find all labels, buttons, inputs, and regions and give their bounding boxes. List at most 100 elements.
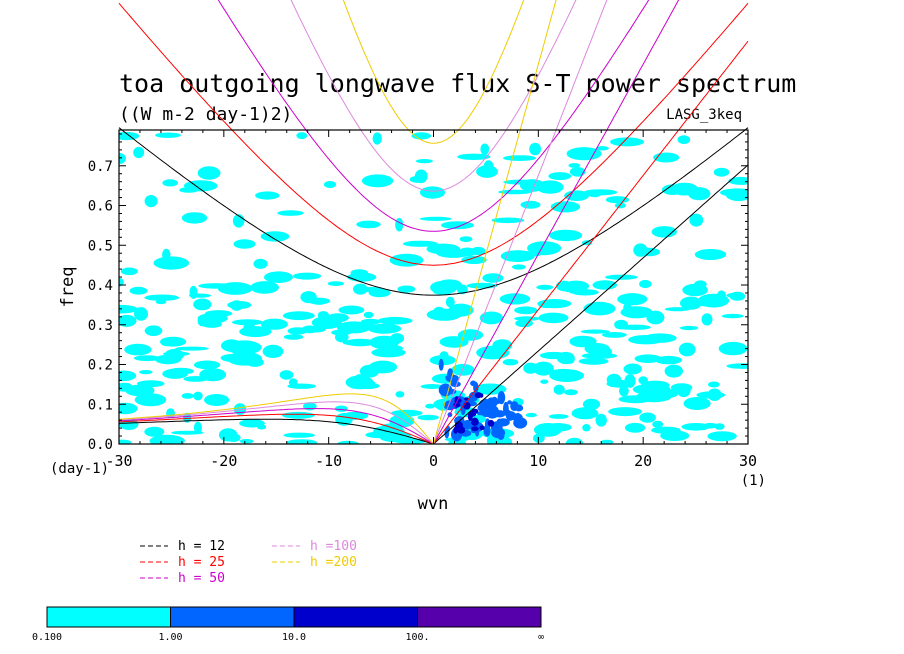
contour-blob-low: [414, 169, 428, 184]
dispersion-curve: [119, 408, 434, 444]
y-tick-label: 0.3: [88, 318, 113, 334]
y-tick-label: 0.1: [88, 397, 113, 413]
contour-blob-low: [483, 160, 494, 175]
contour-blob-low: [512, 264, 526, 270]
contour-blob-low: [283, 432, 316, 438]
contour-blob-low: [571, 407, 599, 420]
dispersion-curve: [119, 418, 434, 444]
x-tick-label: -10: [315, 452, 342, 470]
contour-blob-low: [681, 423, 711, 431]
contour-blob-low: [119, 318, 131, 326]
contour-blob-low: [533, 423, 562, 437]
contour-blob-low: [264, 271, 293, 284]
contour-blob-mid: [462, 419, 473, 430]
contour-blob-low: [682, 283, 708, 297]
contour-blob-low: [350, 269, 368, 277]
contour-blob-low: [199, 368, 227, 382]
contour-blob-mid: [514, 404, 524, 412]
contour-blob-high: [469, 410, 477, 417]
contour-blob-low: [726, 293, 741, 298]
contour-blob-low: [193, 360, 221, 370]
contour-blob-low: [281, 411, 315, 419]
contour-blob-low: [614, 202, 626, 209]
dispersion-curve: [119, 413, 434, 444]
contour-blob-low: [363, 311, 374, 319]
contour-blob-low: [119, 439, 132, 444]
contour-blob-low: [502, 359, 519, 366]
contour-blob-low: [725, 188, 748, 202]
colorbar-level-label: 10.0: [282, 632, 306, 643]
contour-blob-low: [193, 298, 212, 311]
x-tick-label: -30: [105, 452, 132, 470]
contour-blob-mid: [438, 358, 444, 371]
contour-blob-low: [619, 385, 629, 397]
contour-blob-low: [717, 290, 726, 301]
colorbar: 0.100 1.00 10.0 100. ∞: [32, 606, 544, 643]
contour-blob-low: [636, 391, 672, 403]
y-tick-label: 0.2: [88, 358, 113, 374]
contour-blob-low: [459, 236, 473, 243]
contour-blob-mid: [479, 399, 489, 411]
contour-blob-low: [677, 135, 691, 145]
contour-blob-low: [369, 335, 400, 350]
contour-blob-low: [233, 239, 256, 249]
contour-blob-low: [624, 422, 646, 433]
contour-blob-low: [664, 307, 691, 312]
contour-blob-low: [480, 143, 490, 155]
contour-blob-low: [133, 355, 161, 362]
contour-blob-low: [525, 412, 537, 418]
contour-blob-low: [250, 281, 279, 294]
contour-blob-low: [476, 345, 510, 360]
contour-blob-low: [337, 440, 359, 444]
contour-blob-low: [353, 324, 383, 330]
contour-blob-low: [713, 167, 730, 177]
dispersion-curve: [119, 401, 434, 444]
contour-blob-low: [540, 379, 549, 384]
contour-blob-low: [703, 422, 718, 429]
contour-blob-mid: [450, 381, 461, 388]
contour-blob-low: [193, 391, 203, 401]
contour-blob-low: [239, 439, 254, 444]
dispersion-curve: [217, 0, 650, 232]
contour-blob-low: [445, 296, 455, 308]
contour-blob-low: [255, 191, 280, 200]
contour-blob-low: [119, 304, 138, 314]
dispersion-curve: [433, 0, 680, 445]
contour-blob-low: [639, 412, 656, 423]
contour-blob-low: [602, 332, 627, 338]
contour-blob-low: [587, 190, 602, 198]
contour-blob-low: [345, 375, 374, 390]
contour-blob-low: [660, 430, 690, 442]
dispersion-curve: [433, 0, 557, 445]
contour-blob-low: [634, 354, 662, 364]
contour-blob-low: [411, 132, 432, 140]
contour-blob-low: [193, 421, 202, 434]
contour-blob-low: [595, 413, 607, 427]
contour-blob-low: [533, 433, 545, 444]
contour-blob-mid: [513, 417, 528, 429]
contour-blob-low: [155, 132, 181, 138]
contour-blob-low: [144, 426, 165, 437]
legend-label: h =200: [310, 555, 357, 570]
contour-blob-low: [253, 258, 268, 269]
contour-blob-low: [395, 391, 405, 398]
dispersion-curve: [433, 0, 608, 445]
contour-blob-low: [153, 256, 190, 270]
contour-blob-low: [538, 312, 569, 324]
contour-blob-low: [279, 370, 294, 380]
contour-blob-low: [679, 325, 699, 331]
contour-blob-low: [503, 179, 539, 185]
x-tick-label: 0: [429, 452, 438, 470]
contour-blob-low: [134, 393, 167, 407]
contour-blob-low: [402, 240, 439, 247]
contour-blob-low: [331, 329, 352, 336]
contour-blob-low: [721, 313, 744, 319]
contour-blob-low: [162, 368, 188, 379]
contour-blob-low: [171, 430, 204, 435]
contour-blob-low: [239, 326, 272, 338]
contour-blob-low: [344, 338, 376, 347]
contour-blob-low: [188, 293, 211, 298]
contour-blob-low: [160, 337, 174, 347]
contour-blob-high: [479, 425, 485, 431]
contour-blob-low: [277, 210, 304, 216]
